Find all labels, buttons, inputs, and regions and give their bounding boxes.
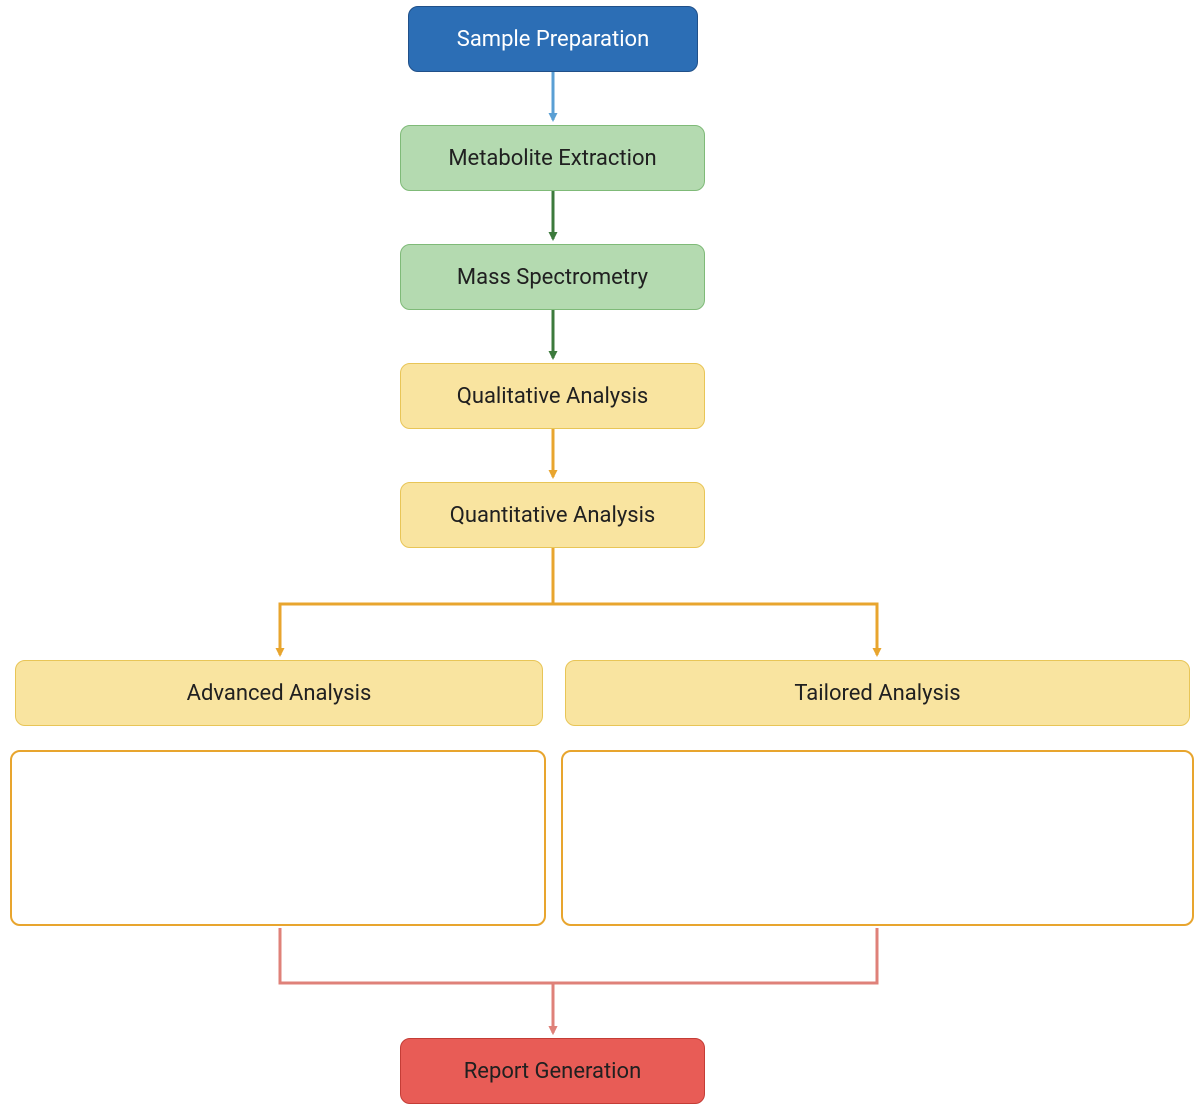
node-label: Qualitative Analysis <box>457 384 649 409</box>
outline-advanced-analysis <box>10 750 546 926</box>
node-label: Mass Spectrometry <box>457 265 648 290</box>
node-report-generation: Report Generation <box>400 1038 705 1104</box>
outline-tailored-analysis <box>561 750 1194 926</box>
node-sample-preparation: Sample Preparation <box>408 6 698 72</box>
node-label: Quantitative Analysis <box>450 503 656 528</box>
node-label: Metabolite Extraction <box>448 146 656 171</box>
node-metabolite-extraction: Metabolite Extraction <box>400 125 705 191</box>
node-label: Tailored Analysis <box>794 681 960 706</box>
node-quantitative-analysis: Quantitative Analysis <box>400 482 705 548</box>
node-qualitative-analysis: Qualitative Analysis <box>400 363 705 429</box>
node-mass-spectrometry: Mass Spectrometry <box>400 244 705 310</box>
node-advanced-analysis: Advanced Analysis <box>15 660 543 726</box>
node-label: Report Generation <box>464 1059 641 1084</box>
node-tailored-analysis: Tailored Analysis <box>565 660 1190 726</box>
flowchart-canvas: Sample Preparation Metabolite Extraction… <box>0 0 1204 1113</box>
node-label: Advanced Analysis <box>187 681 372 706</box>
node-label: Sample Preparation <box>457 27 650 52</box>
